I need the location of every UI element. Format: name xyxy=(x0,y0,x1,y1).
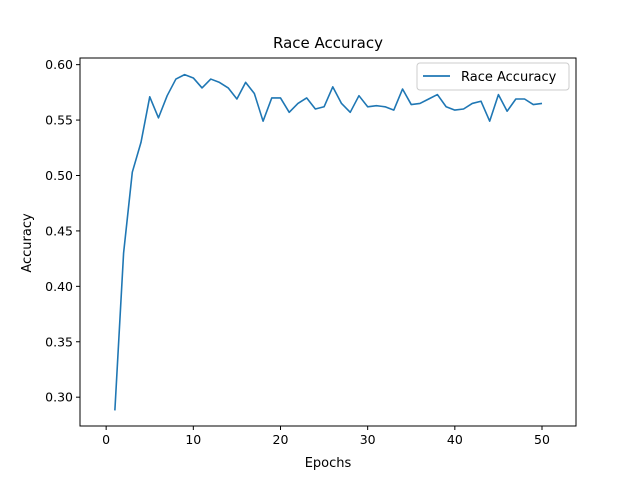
x-tick-label: 0 xyxy=(102,432,110,447)
y-tick-label: 0.60 xyxy=(45,57,73,72)
y-tick-label: 0.30 xyxy=(45,390,73,405)
legend: Race Accuracy xyxy=(416,62,570,91)
x-tick-label: 30 xyxy=(360,432,376,447)
series-line xyxy=(114,73,543,411)
x-axis-label: Epochs xyxy=(305,456,352,471)
y-tick-label: 0.55 xyxy=(45,113,73,128)
axes-frame xyxy=(79,57,577,427)
x-tick-label: 10 xyxy=(185,432,201,447)
y-axis-label: Accuracy xyxy=(20,213,35,273)
x-tick-label: 50 xyxy=(534,432,550,447)
y-tick-label: 0.50 xyxy=(45,168,73,183)
y-tick-label: 0.40 xyxy=(45,279,73,294)
x-tick-label: 20 xyxy=(273,432,289,447)
chart-title: Race Accuracy xyxy=(273,34,383,52)
y-tick-label: 0.35 xyxy=(45,334,73,349)
legend-box xyxy=(416,62,570,91)
x-tick-label: 40 xyxy=(447,432,463,447)
plot-area: 0 10 20 30 40 50 0.30 0.35 0.40 0.45 0.50 0.55 0.60 xyxy=(45,57,577,447)
y-tick-label: 0.45 xyxy=(45,223,73,238)
legend-label: Race Accuracy xyxy=(461,70,557,85)
